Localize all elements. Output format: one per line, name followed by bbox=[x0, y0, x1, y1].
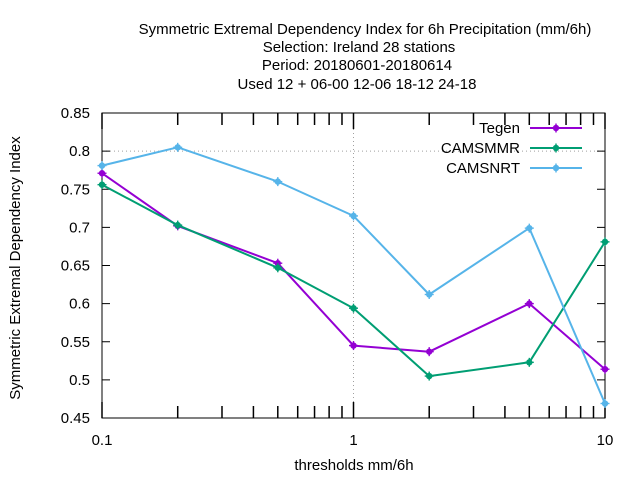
y-tick-label: 0.45 bbox=[61, 410, 90, 427]
y-tick-label: 0.65 bbox=[61, 258, 90, 275]
series-camsnrt bbox=[97, 142, 610, 409]
legend-label: CAMSNRT bbox=[446, 160, 520, 177]
y-tick-label: 0.75 bbox=[61, 181, 90, 198]
grid bbox=[102, 113, 605, 418]
legend-label: Tegen bbox=[479, 120, 520, 137]
x-tick-label: 0.1 bbox=[92, 432, 113, 449]
x-axis-label: thresholds mm/6h bbox=[294, 457, 413, 474]
title-line-1: Symmetric Extremal Dependency Index for … bbox=[139, 21, 592, 38]
y-tick-label: 0.7 bbox=[69, 219, 90, 236]
x-tick-label: 1 bbox=[349, 432, 357, 449]
title-line-4: Used 12 + 06-00 12-06 18-12 24-18 bbox=[238, 76, 477, 93]
x-tick-label: 10 bbox=[597, 432, 614, 449]
legend: Tegen CAMSMMR CAMSNRT bbox=[441, 120, 582, 177]
y-tick-label: 0.6 bbox=[69, 296, 90, 313]
legend-item-tegen: Tegen bbox=[479, 120, 582, 137]
series-line-tegen bbox=[101, 172, 606, 370]
y-tick-label: 0.5 bbox=[69, 372, 90, 389]
chart-title: Symmetric Extremal Dependency Index for … bbox=[139, 21, 592, 93]
y-tick-label: 0.8 bbox=[69, 143, 90, 160]
legend-item-camsmmr: CAMSMMR bbox=[441, 140, 582, 157]
legend-item-camsnrt: CAMSNRT bbox=[446, 160, 582, 177]
legend-label: CAMSMMR bbox=[441, 140, 520, 157]
title-line-3: Period: 20180601-20180614 bbox=[262, 57, 452, 74]
series-camsmmr bbox=[97, 180, 610, 381]
title-line-2: Selection: Ireland 28 stations bbox=[263, 39, 456, 56]
x-axis-ticks: 0.1 1 10 bbox=[92, 113, 614, 449]
y-tick-label: 0.55 bbox=[61, 334, 90, 351]
y-axis-ticks: 0.45 0.5 0.55 0.6 0.65 0.7 0.75 0.8 0.85 bbox=[61, 105, 605, 427]
series-lines bbox=[97, 142, 610, 409]
y-tick-label: 0.85 bbox=[61, 105, 90, 122]
series-tegen bbox=[97, 168, 610, 374]
y-axis-label: Symmetric Extremal Dependency Index bbox=[7, 136, 24, 400]
